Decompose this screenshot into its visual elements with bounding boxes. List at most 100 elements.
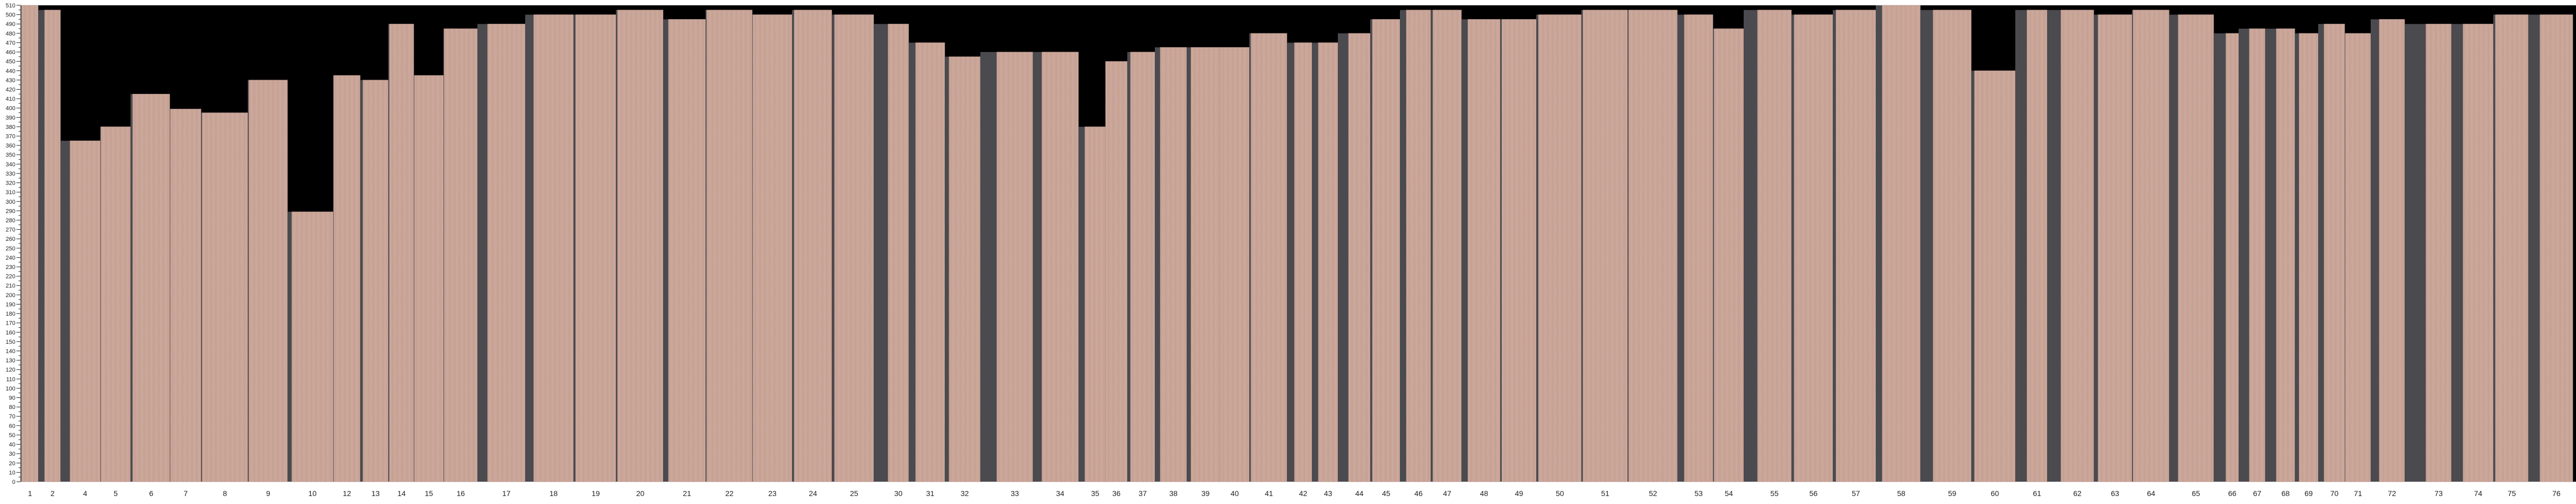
y-tick-label: 360 xyxy=(6,143,15,149)
y-tick-label: 30 xyxy=(9,451,15,457)
y-tick-label: 10 xyxy=(9,470,15,476)
x-tick-label: 53 xyxy=(1694,489,1703,498)
bar-strip-43 xyxy=(1318,42,1338,482)
bar-strip-38 xyxy=(1160,47,1187,482)
bar-strip-9 xyxy=(248,80,288,482)
bar-strip-66 xyxy=(2225,33,2239,482)
bar-strip-46 xyxy=(1406,10,1431,482)
x-tick-label: 43 xyxy=(1324,489,1333,498)
bar-strip-13 xyxy=(362,80,389,482)
bar-strip-54 xyxy=(1713,28,1744,482)
x-tick-label: 2 xyxy=(50,489,55,498)
y-tick-label: 490 xyxy=(6,21,15,28)
bar-strip-15 xyxy=(414,75,444,482)
bar-strip-44 xyxy=(1348,33,1371,482)
x-tick-label: 32 xyxy=(961,489,969,498)
bar-strip-72 xyxy=(2379,19,2405,482)
bar-strip-63 xyxy=(2098,14,2133,482)
bar-strip-33 xyxy=(996,51,1033,482)
y-tick-label: 70 xyxy=(9,414,15,420)
bar-strip-19 xyxy=(575,14,616,482)
x-tick-label: 71 xyxy=(2354,489,2362,498)
bar-strip-45 xyxy=(1372,19,1400,482)
x-tick-label: 39 xyxy=(1202,489,1210,498)
y-tick-label: 60 xyxy=(9,423,15,429)
y-tick-label: 50 xyxy=(9,432,15,439)
x-tick-label: 31 xyxy=(926,489,935,498)
bar-strip-5 xyxy=(100,126,131,482)
bar-strip-59 xyxy=(1933,10,1972,482)
y-tick-label: 330 xyxy=(6,171,15,177)
bar-strip-39 xyxy=(1190,47,1221,482)
y-tick-label: 410 xyxy=(6,96,15,102)
bar-strip-58 xyxy=(1882,5,1921,482)
y-tick-label: 80 xyxy=(9,404,15,411)
x-tick-label: 8 xyxy=(223,489,227,498)
y-tick-label: 160 xyxy=(6,329,15,336)
x-tick-label: 37 xyxy=(1138,489,1147,498)
bar-strip-48 xyxy=(1467,19,1501,482)
bar-strip-55 xyxy=(1757,10,1792,482)
x-tick-label: 5 xyxy=(114,489,118,498)
y-axis: 0 10 20 30 40 50 60 70 80 90 100 110 120 130 140 150 160… xyxy=(6,3,21,485)
y-tick-label: 500 xyxy=(6,12,15,19)
y-tick-label: 390 xyxy=(6,115,15,121)
bar-strip-53 xyxy=(1684,14,1713,482)
y-tick-label: 180 xyxy=(6,311,15,317)
y-tick-label: 300 xyxy=(6,199,15,205)
y-tick-label: 430 xyxy=(6,77,15,84)
y-tick-label: 380 xyxy=(6,124,15,131)
x-tick-label: 30 xyxy=(894,489,903,498)
bar-strip-30 xyxy=(887,23,909,482)
x-tick-label: 49 xyxy=(1515,489,1524,498)
x-tick-label: 6 xyxy=(149,489,153,498)
x-tick-label: 75 xyxy=(2508,489,2516,498)
x-tick-label: 70 xyxy=(2330,489,2339,498)
bar-strip-50 xyxy=(1538,14,1582,482)
x-tick-label: 66 xyxy=(2228,489,2236,498)
x-tick-label: 10 xyxy=(308,489,317,498)
bar-strip-31 xyxy=(915,42,945,482)
x-tick-label: 56 xyxy=(1809,489,1818,498)
bar-strip-10 xyxy=(291,211,334,482)
x-tick-label: 44 xyxy=(1355,489,1364,498)
x-tick-label: 74 xyxy=(2474,489,2483,498)
bar-strip-52 xyxy=(1628,10,1678,482)
x-tick-label: 63 xyxy=(2111,489,2119,498)
bar-strip-1 xyxy=(21,5,39,482)
y-tick-label: 20 xyxy=(9,460,15,467)
bar-strip-56 xyxy=(1794,14,1833,482)
y-tick-label: 100 xyxy=(6,386,15,392)
bar-strip-14 xyxy=(389,23,414,482)
x-axis: 1 2 4 5 6 7 8 9 10 12 13 14 15 16 17 18 19 20 21 22 23 24 25 30… xyxy=(28,489,2561,498)
bar-strip-8 xyxy=(202,112,248,482)
bar-strip-17 xyxy=(487,23,526,482)
x-tick-label: 52 xyxy=(1649,489,1657,498)
bar-strip-64 xyxy=(2133,10,2170,482)
bar-strip-40 xyxy=(1220,47,1250,482)
x-tick-label: 7 xyxy=(184,489,188,498)
y-tick-label: 440 xyxy=(6,68,15,74)
x-tick-label: 64 xyxy=(2147,489,2155,498)
x-tick-label: 4 xyxy=(83,489,88,498)
bar-strip-37 xyxy=(1130,51,1155,482)
x-tick-label: 73 xyxy=(2434,489,2443,498)
y-tick-label: 480 xyxy=(6,31,15,37)
bar-strip-7 xyxy=(170,109,202,482)
bar-strip-16 xyxy=(443,28,478,482)
bar-strip-62 xyxy=(2060,10,2094,482)
y-tick-label: 340 xyxy=(6,161,15,168)
y-tick-label: 240 xyxy=(6,255,15,261)
y-tick-label: 40 xyxy=(9,442,15,448)
x-tick-label: 38 xyxy=(1169,489,1178,498)
x-tick-label: 61 xyxy=(2033,489,2041,498)
bar-strip-42 xyxy=(1294,42,1312,482)
y-tick-label: 230 xyxy=(6,264,15,271)
bar-strip-36 xyxy=(1105,61,1128,482)
x-tick-label: 68 xyxy=(2282,489,2290,498)
x-tick-label: 13 xyxy=(371,489,380,498)
bar-strip-76 xyxy=(2539,14,2573,482)
x-tick-label: 34 xyxy=(1056,489,1065,498)
x-tick-label: 12 xyxy=(343,489,351,498)
